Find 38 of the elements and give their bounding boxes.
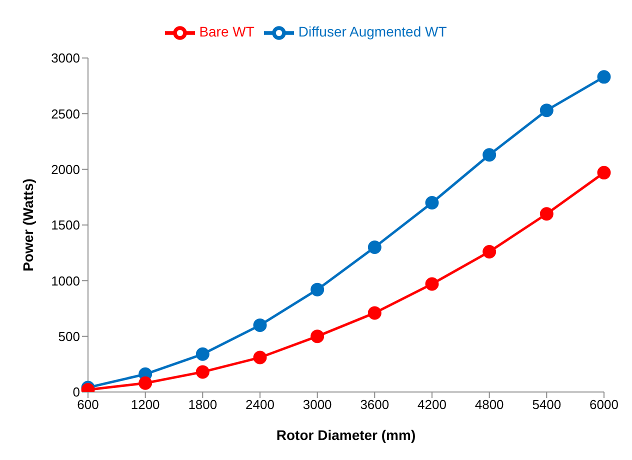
point (310, 330, 324, 344)
point (253, 350, 267, 364)
point (253, 318, 267, 332)
y-tick-label: 3000 (51, 50, 80, 66)
x-tick-label: 5400 (532, 397, 562, 412)
y-tick-label: 1000 (51, 273, 80, 288)
point (310, 282, 324, 296)
point (482, 148, 496, 162)
point (597, 166, 611, 180)
y-tick-label: 1500 (51, 218, 80, 233)
y-tick-label: 2500 (51, 106, 80, 122)
point (138, 376, 152, 390)
y-axis-title: Power (Watts) (20, 178, 36, 272)
x-axis-title: Rotor Diameter (mm) (276, 427, 416, 443)
point (482, 244, 496, 258)
x-tick-label: 3600 (360, 397, 390, 412)
point (425, 196, 439, 210)
legend-label: Bare WT (199, 24, 254, 40)
point (368, 306, 382, 320)
x-tick-label: 4200 (418, 397, 446, 412)
legend-label: Diffuser Augmented WT (298, 24, 447, 40)
y-tick-label: 500 (58, 328, 80, 344)
x-tick-label: 600 (77, 397, 99, 412)
point (540, 207, 554, 221)
y-tick-label: 2000 (51, 162, 80, 177)
point (540, 104, 554, 118)
y-tick-label: 0 (72, 384, 80, 400)
point (196, 365, 210, 379)
point (368, 240, 382, 254)
point (196, 347, 210, 361)
x-tick-label: 6000 (590, 397, 618, 412)
x-tick-label: 3000 (302, 397, 332, 412)
x-tick-label: 1800 (188, 397, 218, 412)
point (425, 277, 439, 291)
x-tick-label: 1200 (130, 397, 160, 412)
point (597, 70, 611, 84)
x-tick-label: 2400 (246, 397, 274, 412)
x-tick-label: 4800 (474, 397, 504, 412)
